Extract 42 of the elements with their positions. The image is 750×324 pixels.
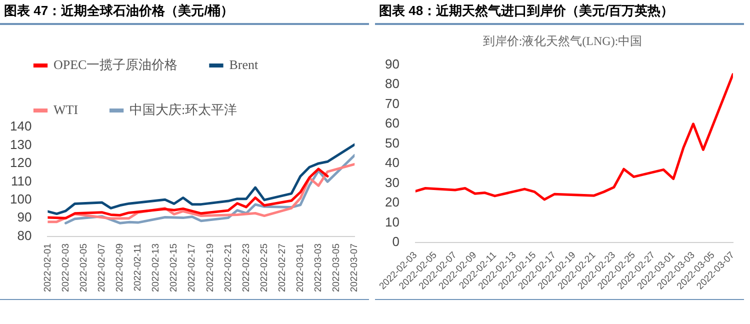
x-tick-label: 2022-02-13 [150, 243, 162, 292]
y-tick-label: 120 [10, 155, 32, 170]
x-tick-label: 2022-03-07 [349, 243, 360, 292]
legend-label: 中国大庆:环太平洋 [130, 102, 238, 117]
x-tick-label: 2022-02-27 [277, 243, 288, 292]
x-tick-label: 2022-02-07 [96, 243, 108, 292]
x-tick-label: 2022-02-05 [78, 243, 90, 292]
y-tick-label: 50 [384, 135, 400, 150]
y-tick-label: 10 [384, 214, 400, 230]
x-tick-label: 2022-03-01 [295, 243, 306, 292]
legend-label: WTI [54, 102, 78, 117]
y-tick-label: 110 [10, 173, 32, 188]
y-tick-label: 80 [17, 228, 32, 243]
x-tick-label: 2022-02-03 [60, 243, 72, 292]
x-tick-label: 2022-02-19 [204, 243, 216, 292]
y-tick-label: 70 [384, 96, 400, 111]
y-tick-label: 90 [384, 56, 400, 72]
x-tick-label: 2022-02-09 [114, 243, 126, 292]
x-tick-label: 2022-02-25 [258, 243, 270, 292]
chart-subtitle: 到岸价:液化天然气(LNG):中国 [482, 33, 644, 49]
y-tick-label: 80 [384, 76, 400, 92]
x-tick-label: 2022-03-05 [331, 243, 342, 292]
y-tick-label: 60 [384, 116, 400, 131]
legend-label: OPEC一揽子原油价格 [54, 56, 178, 72]
chart-title: 图表 48：近期天然气进口到岸价（美元/百万英热） [378, 2, 675, 20]
y-tick-label: 140 [10, 118, 32, 134]
x-tick-label: 2022-02-15 [168, 243, 180, 292]
legend-label: Brent [229, 56, 258, 72]
y-tick-label: 0 [392, 234, 400, 250]
y-tick-label: 30 [384, 174, 400, 190]
x-tick-label: 2022-02-23 [240, 243, 252, 292]
x-tick-label: 2022-02-11 [132, 243, 144, 292]
x-tick-label: 2022-02-21 [222, 243, 234, 292]
chart-title: 图表 47：近期全球石油价格（美元/桶） [3, 2, 235, 20]
x-tick-label: 2022-02-01 [42, 243, 54, 292]
x-tick-label: 2022-02-17 [186, 243, 198, 292]
y-tick-label: 100 [10, 192, 32, 207]
x-tick-label: 2022-03-03 [313, 243, 324, 292]
y-tick-label: 40 [384, 155, 400, 170]
y-tick-label: 90 [17, 210, 32, 225]
y-tick-label: 20 [384, 194, 400, 210]
y-tick-label: 130 [10, 136, 32, 152]
